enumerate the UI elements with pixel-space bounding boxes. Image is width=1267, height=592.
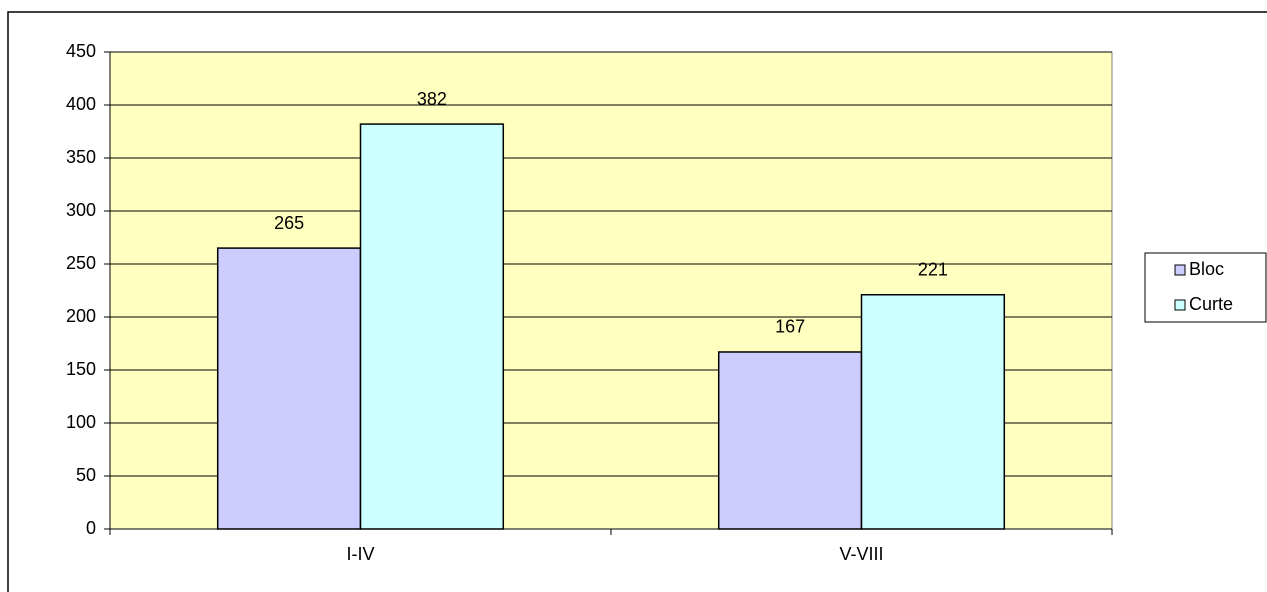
legend-swatch [1174,264,1186,276]
y-tick-label: 150 [66,359,96,379]
bar [216,247,362,530]
data-label: 221 [918,259,948,279]
chart-border [7,11,1267,592]
legend-label: Bloc [1189,259,1224,279]
x-tick-label: I-IV [346,544,374,564]
x-tick-label: V-VIII [839,544,883,564]
y-tick-label: 350 [66,147,96,167]
bar [717,351,863,530]
y-tick-label: 200 [66,306,96,326]
y-tick-label: 100 [66,412,96,432]
data-label: 167 [775,317,805,337]
y-tick-label: 400 [66,94,96,114]
y-tick-label: 50 [76,465,96,485]
y-tick-label: 0 [86,518,96,538]
legend-box [1144,252,1267,323]
bar [860,293,1006,530]
data-label: 382 [417,89,447,109]
y-tick-label: 250 [66,253,96,273]
bar [359,123,505,530]
legend-swatch [1174,299,1186,311]
legend-label: Curte [1189,294,1233,314]
y-tick-label: 450 [66,41,96,61]
y-tick-label: 300 [66,200,96,220]
data-label: 265 [274,213,304,233]
